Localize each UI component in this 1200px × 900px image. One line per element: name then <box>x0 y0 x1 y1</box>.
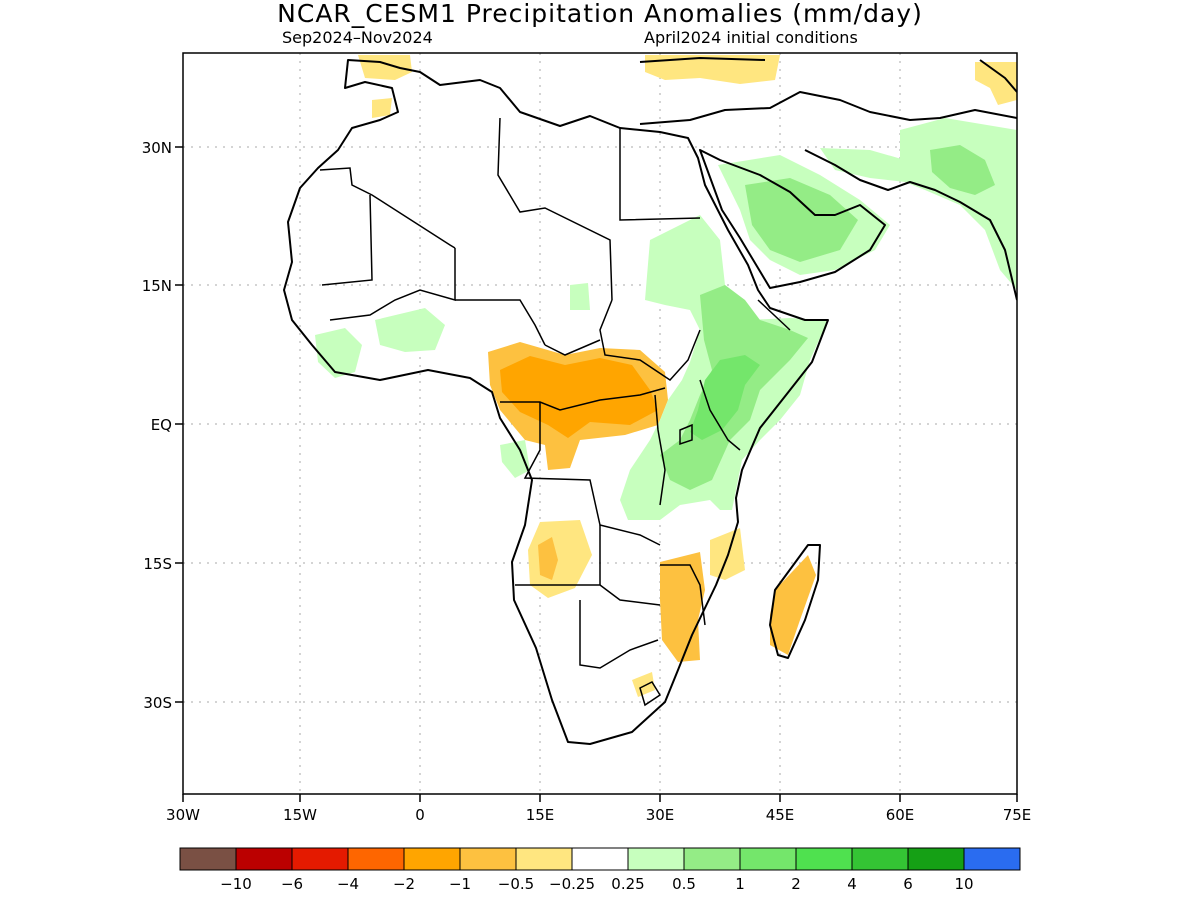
colorbar-swatch <box>459 847 517 871</box>
colorbar-swatch <box>179 847 237 871</box>
lon-label: 45E <box>766 806 795 824</box>
colorbar-label: 10 <box>954 875 973 893</box>
lon-label: 15E <box>526 806 555 824</box>
colorbar-label: 0.5 <box>672 875 696 893</box>
colorbar-label: 6 <box>903 875 913 893</box>
colorbar-label: −0.25 <box>549 875 595 893</box>
lat-label: 30N <box>142 139 172 157</box>
colorbar-swatch <box>403 847 461 871</box>
lat-label: EQ <box>151 416 172 434</box>
anomaly-shading <box>315 55 1017 697</box>
colorbar-swatch <box>235 847 293 871</box>
colorbar: −10 −6 −4 −2 −1 −0.5 −0.25 0.25 0.5 1 2 4 6 10 <box>179 847 1021 893</box>
lon-label: 0 <box>415 806 425 824</box>
colorbar-swatch <box>795 847 853 871</box>
lon-label: 30W <box>166 806 200 824</box>
colorbar-label: 4 <box>847 875 857 893</box>
colorbar-label: −4 <box>337 875 359 893</box>
lat-label: 15S <box>143 555 172 573</box>
colorbar-swatch <box>347 847 405 871</box>
map-title: NCAR_CESM1 Precipitation Anomalies (mm/d… <box>277 0 923 28</box>
colorbar-label: −6 <box>281 875 303 893</box>
colorbar-label: −10 <box>220 875 252 893</box>
country-borders <box>319 117 791 707</box>
colorbar-swatch <box>571 847 629 871</box>
lat-label: 15N <box>142 277 172 295</box>
colorbar-label: 1 <box>735 875 745 893</box>
colorbar-swatch <box>683 847 741 871</box>
lon-label: 60E <box>886 806 915 824</box>
colorbar-swatch <box>963 847 1021 871</box>
colorbar-swatch <box>851 847 909 871</box>
colorbar-swatch <box>907 847 965 871</box>
map-area <box>183 53 1017 794</box>
season-label: Sep2024–Nov2024 <box>282 28 433 47</box>
colorbar-label: −2 <box>393 875 415 893</box>
colorbar-label: 0.25 <box>611 875 644 893</box>
coastlines <box>283 57 1017 745</box>
lon-label: 30E <box>646 806 675 824</box>
colorbar-swatch <box>291 847 349 871</box>
colorbar-swatch <box>515 847 573 871</box>
colorbar-swatch <box>739 847 797 871</box>
colorbar-label: −1 <box>449 875 471 893</box>
tick-marks <box>175 146 1018 802</box>
lon-label: 75E <box>1003 806 1032 824</box>
colorbar-label: 2 <box>791 875 801 893</box>
colorbar-swatch <box>627 847 685 871</box>
lat-label: 30S <box>143 694 172 712</box>
colorbar-label: −0.5 <box>498 875 534 893</box>
lon-label: 15W <box>283 806 317 824</box>
init-label: April2024 initial conditions <box>644 28 858 47</box>
